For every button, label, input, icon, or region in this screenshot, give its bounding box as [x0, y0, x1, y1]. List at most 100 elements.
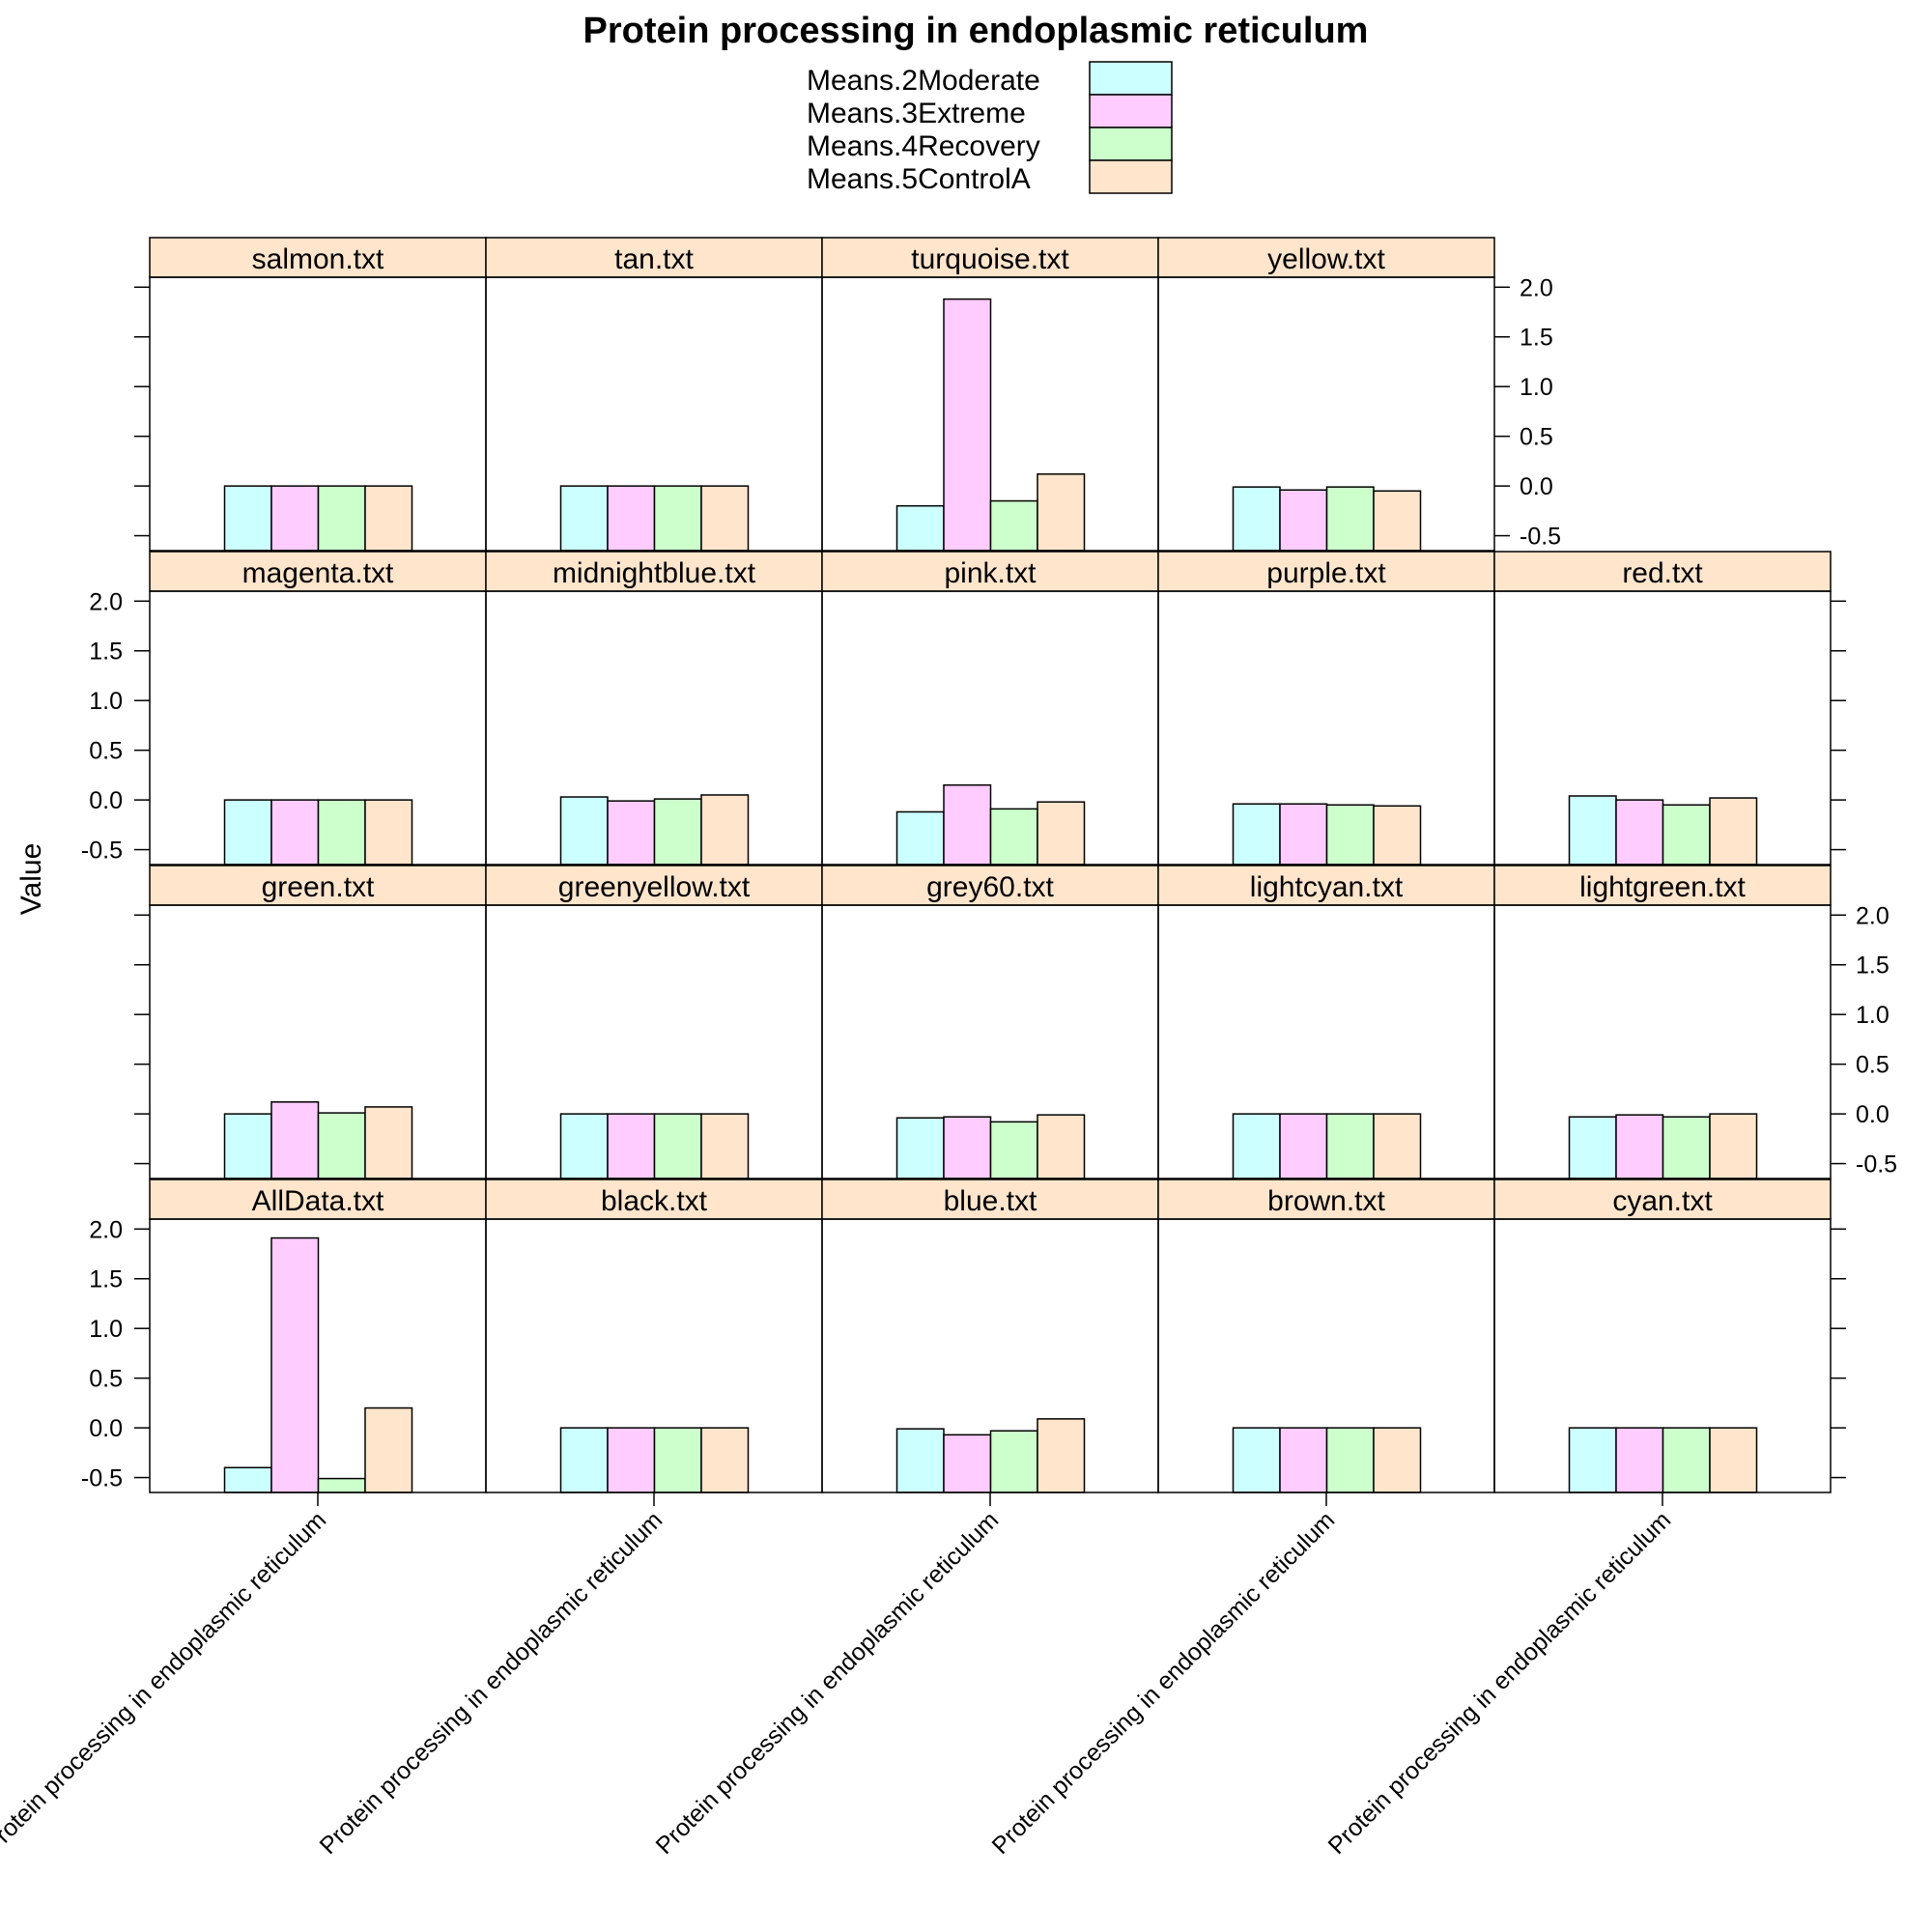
- panel-frame: [1157, 276, 1495, 552]
- bar: [1279, 803, 1328, 866]
- bar: [317, 1112, 366, 1179]
- legend-label: Means.3Extreme: [807, 98, 1026, 129]
- y-tick-label: -0.5: [1856, 1151, 1897, 1179]
- bar: [1037, 1114, 1086, 1179]
- bar: [1373, 1427, 1422, 1493]
- bar: [1709, 797, 1758, 866]
- bar: [364, 799, 413, 866]
- bar: [270, 1236, 320, 1493]
- panel-strip: [485, 1179, 823, 1220]
- bar: [223, 1466, 272, 1493]
- bar: [317, 485, 366, 552]
- y-tick-label: 0.5: [89, 1366, 123, 1393]
- bar: [317, 1477, 366, 1493]
- bar: [1325, 486, 1375, 552]
- y-tick-label: 2.0: [89, 588, 123, 615]
- y-tick-label: 1.0: [1520, 374, 1553, 401]
- bar: [1232, 1113, 1281, 1179]
- panel: cyan.txt: [1493, 1179, 1832, 1493]
- panel-title: salmon.txt: [252, 243, 384, 275]
- y-tick-label: -0.5: [81, 838, 123, 865]
- bar: [989, 499, 1038, 552]
- bar: [364, 485, 413, 552]
- y-tick-label: 0.5: [1856, 1052, 1889, 1079]
- bar: [1568, 795, 1617, 866]
- bar: [895, 810, 945, 866]
- panel-strip: [1493, 551, 1832, 592]
- panel: pink.txt: [821, 551, 1159, 866]
- bar: [989, 1430, 1038, 1493]
- panel: lightcyan.txt: [1157, 865, 1495, 1179]
- bar: [1232, 1427, 1281, 1493]
- bar: [1709, 1113, 1758, 1179]
- x-tick-label: Protein processing in endoplasmic reticu…: [0, 1506, 331, 1860]
- panel: AllData.txt: [149, 1179, 487, 1493]
- bar: [1037, 801, 1086, 866]
- bar: [607, 800, 656, 866]
- panel-title: magenta.txt: [242, 557, 394, 589]
- bar: [700, 1427, 750, 1493]
- panel: yellow.txt: [1157, 237, 1495, 552]
- bar: [1232, 803, 1281, 866]
- bar: [364, 1406, 413, 1493]
- panel: black.txt: [485, 1179, 823, 1493]
- panel-strip: [1157, 1179, 1495, 1220]
- panel-row: salmon.txt tan.txt turquoise.txt yellow.txt…: [134, 237, 1561, 552]
- y-tick-label: 2.0: [89, 1216, 123, 1243]
- bar: [1709, 1427, 1758, 1493]
- bar: [1373, 490, 1422, 552]
- x-tick-label: Protein processing in endoplasmic reticu…: [315, 1506, 668, 1860]
- bar: [559, 1427, 609, 1493]
- legend-label: Means.5ControlA: [807, 163, 1031, 195]
- bar: [559, 485, 609, 552]
- bar: [223, 485, 272, 552]
- bar: [1325, 1427, 1375, 1493]
- bar: [943, 1434, 992, 1493]
- bar: [1279, 1427, 1328, 1493]
- panel: green.txt: [149, 865, 487, 1179]
- panel-title: purple.txt: [1266, 557, 1386, 589]
- y-tick-label: 2.0: [1520, 274, 1553, 301]
- bar: [559, 1113, 609, 1179]
- legend-label: Means.2Moderate: [807, 65, 1040, 97]
- bar: [1568, 1427, 1617, 1493]
- bar: [895, 1117, 945, 1179]
- bar: [1037, 1418, 1086, 1493]
- x-tick-label: Protein processing in endoplasmic reticu…: [987, 1506, 1341, 1860]
- panel: red.txt: [1493, 551, 1832, 866]
- panel-row: green.txt greenyellow.txt grey60.txt lightc…: [134, 865, 1897, 1179]
- bar: [943, 298, 992, 552]
- bar: [270, 485, 320, 552]
- bar: [1373, 805, 1422, 866]
- panel-title: greenyellow.txt: [558, 871, 751, 903]
- panel-title: brown.txt: [1267, 1185, 1385, 1217]
- bar: [559, 796, 609, 866]
- bar: [1279, 1113, 1328, 1179]
- panel-strip: [149, 865, 487, 906]
- panel: magenta.txt: [149, 551, 487, 866]
- panel-title: midnightblue.txt: [553, 557, 756, 589]
- panel: greenyellow.txt: [485, 865, 823, 1179]
- panel: tan.txt: [485, 237, 823, 552]
- bar: [1615, 799, 1664, 866]
- y-tick-label: 1.0: [89, 688, 123, 715]
- y-axis-label: Value: [15, 843, 47, 916]
- panel: lightgreen.txt: [1493, 865, 1832, 1179]
- panel-title: turquoise.txt: [911, 243, 1069, 275]
- bar: [1325, 1113, 1375, 1179]
- y-tick-label: 1.5: [89, 1266, 123, 1293]
- bar: [607, 1113, 656, 1179]
- bar: [1568, 1116, 1617, 1179]
- y-tick-label: 1.5: [1856, 952, 1889, 980]
- bar: [1662, 804, 1711, 866]
- bar: [989, 1121, 1038, 1179]
- panel: purple.txt: [1157, 551, 1495, 866]
- panel: salmon.txt: [149, 237, 487, 552]
- y-tick-label: 0.0: [89, 1415, 123, 1442]
- y-tick-label: 2.0: [1856, 902, 1889, 929]
- panel-title: green.txt: [262, 871, 375, 903]
- panel-strip: [821, 865, 1159, 906]
- bar: [607, 1427, 656, 1493]
- legend-swatch: [1089, 127, 1173, 161]
- panel-title: lightcyan.txt: [1250, 871, 1404, 903]
